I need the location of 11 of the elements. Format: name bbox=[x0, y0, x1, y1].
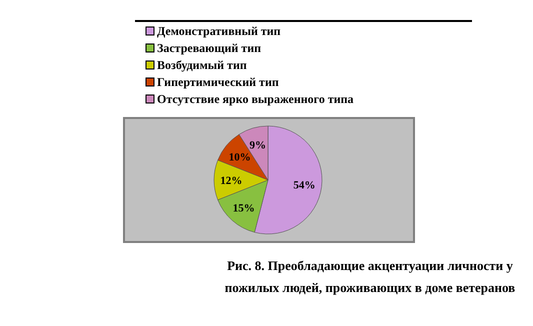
data-label: 10% bbox=[228, 152, 251, 164]
data-label: 54% bbox=[293, 180, 316, 192]
legend-label: Возбудимый тип bbox=[157, 58, 247, 72]
data-label: 15% bbox=[232, 202, 255, 215]
legend-label: Демонстративный тип bbox=[157, 24, 281, 38]
legend-label: Отсутствие ярко выраженного типа bbox=[157, 92, 354, 106]
data-label: 9% bbox=[250, 140, 266, 152]
data-label: 12% bbox=[220, 175, 242, 187]
text: Рис. 8. Преобладающие акцентуации личности у пожилых людей, проживающих в доме ветеранов bbox=[224, 258, 516, 295]
legend-label: Гипертимический тип bbox=[157, 75, 279, 89]
legend-label: Застревающий тип bbox=[157, 41, 262, 55]
